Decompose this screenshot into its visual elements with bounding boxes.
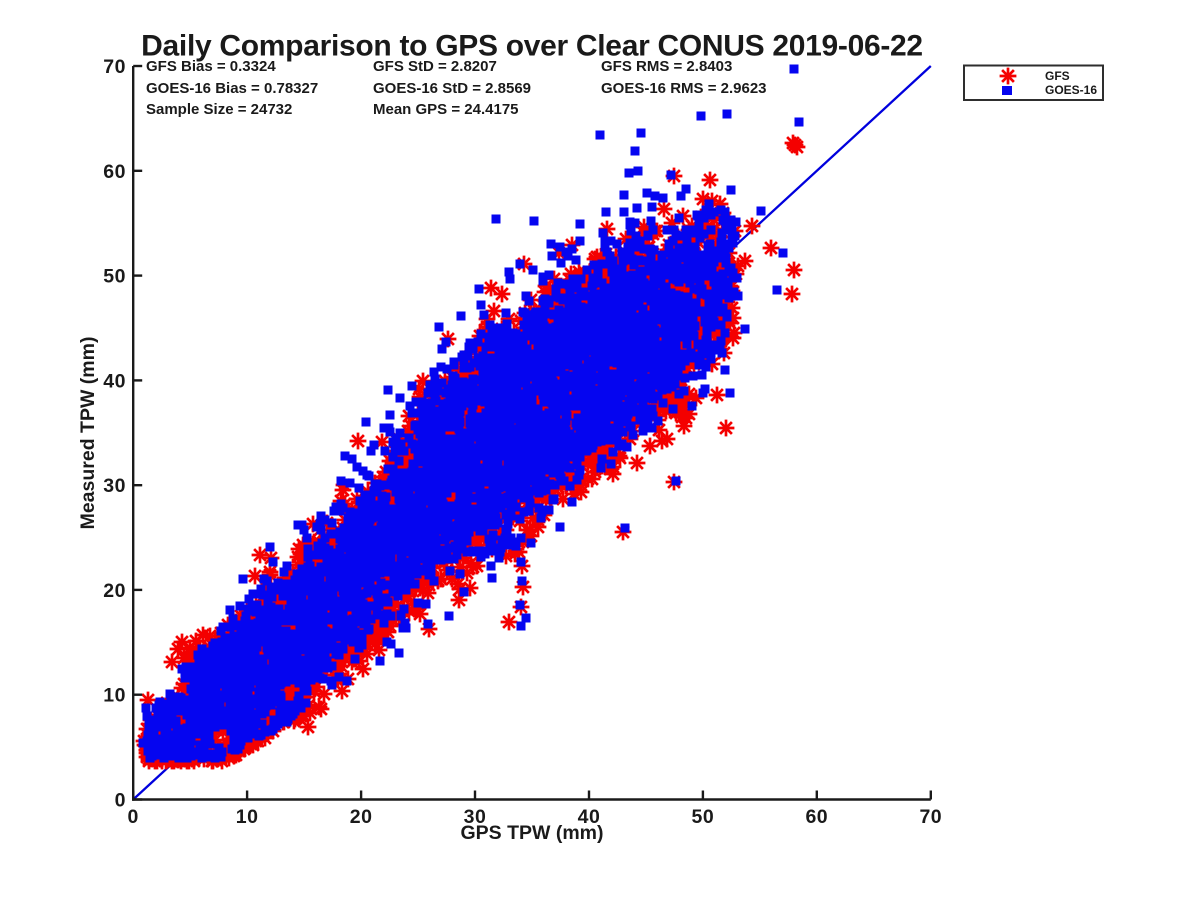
svg-text:50: 50 xyxy=(103,266,126,288)
svg-text:Sample Size = 24732: Sample Size = 24732 xyxy=(146,101,292,118)
svg-text:GOES-16 Bias = 0.78327: GOES-16 Bias = 0.78327 xyxy=(146,80,318,97)
svg-text:0: 0 xyxy=(115,790,126,812)
svg-text:GOES-16 StD = 2.8569: GOES-16 StD = 2.8569 xyxy=(373,80,531,97)
svg-text:GFS StD = 2.8207: GFS StD = 2.8207 xyxy=(373,58,497,75)
svg-text:40: 40 xyxy=(103,370,126,392)
svg-text:70: 70 xyxy=(103,56,126,78)
svg-text:10: 10 xyxy=(236,806,259,828)
svg-text:30: 30 xyxy=(103,475,126,497)
svg-text:GPS TPW (mm): GPS TPW (mm) xyxy=(460,822,603,844)
svg-text:20: 20 xyxy=(103,580,126,602)
svg-text:Mean GPS = 24.4175: Mean GPS = 24.4175 xyxy=(373,101,519,118)
svg-text:20: 20 xyxy=(350,806,373,828)
svg-text:60: 60 xyxy=(103,161,126,183)
svg-text:50: 50 xyxy=(692,806,715,828)
svg-text:0: 0 xyxy=(128,806,139,828)
svg-text:GFS RMS = 2.8403: GFS RMS = 2.8403 xyxy=(601,58,732,75)
svg-text:GFS: GFS xyxy=(1045,69,1070,83)
svg-text:60: 60 xyxy=(805,806,828,828)
svg-text:Measured TPW (mm): Measured TPW (mm) xyxy=(77,337,99,530)
svg-text:GOES-16: GOES-16 xyxy=(1045,83,1097,97)
svg-text:70: 70 xyxy=(919,806,942,828)
svg-text:GOES-16 RMS = 2.9623: GOES-16 RMS = 2.9623 xyxy=(601,80,767,97)
svg-text:GFS Bias = 0.3324: GFS Bias = 0.3324 xyxy=(146,58,276,75)
svg-text:10: 10 xyxy=(103,685,126,707)
